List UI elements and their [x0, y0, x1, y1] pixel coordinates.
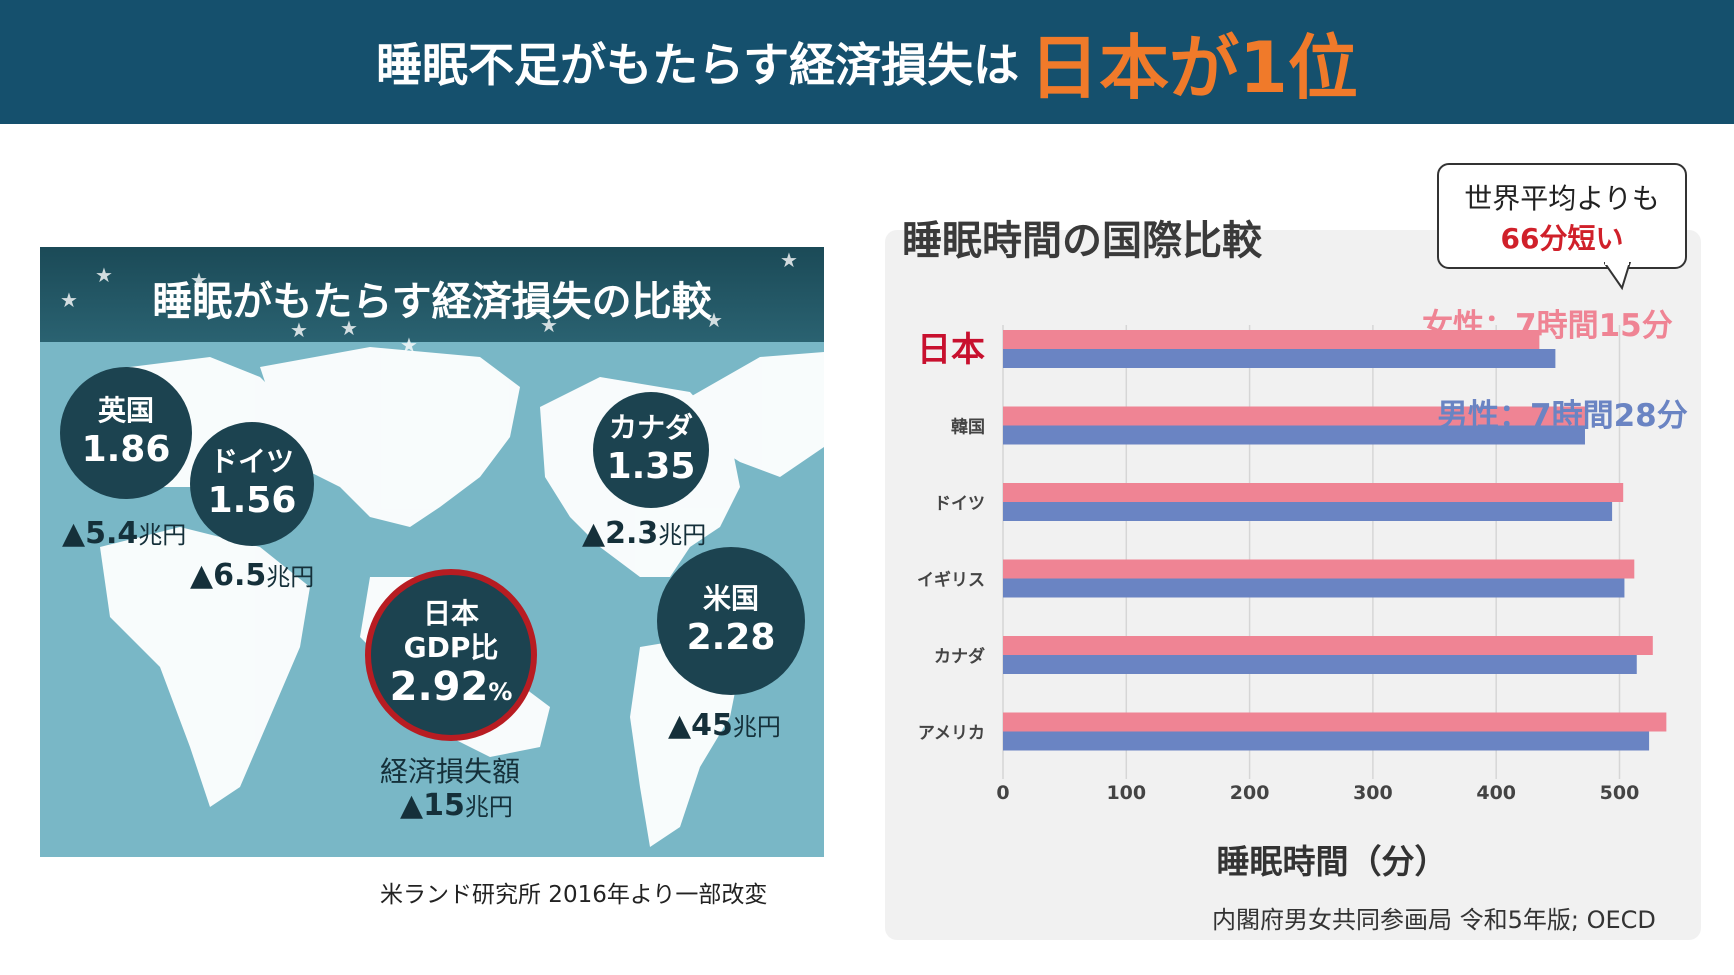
bar-female — [1003, 483, 1624, 502]
x-tick-label: 100 — [1106, 782, 1146, 804]
bar-male — [1003, 349, 1556, 368]
left-panel-title: 睡眠がもたらす経済損失の比較 — [152, 279, 712, 325]
bar-male — [1003, 502, 1613, 521]
svg-text:★: ★ — [95, 263, 113, 287]
svg-text:★: ★ — [540, 313, 558, 337]
category-label: 日本 — [917, 330, 985, 370]
uk-value: 1.86 — [81, 429, 171, 470]
canada-bubble: カナダ 1.35 — [593, 392, 709, 508]
bar-female — [1003, 406, 1585, 426]
bar-male — [1003, 578, 1625, 598]
svg-text:★: ★ — [780, 248, 798, 272]
header-title: 睡眠不足がもたらす経済損失は — [376, 38, 1020, 92]
uk-name: 英国 — [97, 394, 154, 427]
usa-loss: ▲45兆円 — [668, 708, 781, 743]
usa-value: 2.28 — [686, 617, 776, 658]
right-source-note: 内閣府男女共同参画局 令和5年版; OECD — [1212, 906, 1656, 934]
x-tick-label: 500 — [1600, 782, 1640, 804]
japan-loss: ▲15兆円 — [400, 788, 513, 823]
callout-line2: 66分短い — [1500, 222, 1624, 255]
bar-male — [1003, 425, 1585, 445]
svg-text:★: ★ — [340, 316, 358, 340]
legend-male: 男性：7時間28分 — [1437, 398, 1688, 434]
x-tick-label: 400 — [1476, 782, 1516, 804]
uk-loss: ▲5.4兆円 — [62, 516, 187, 551]
bar-female — [1003, 636, 1653, 655]
callout-line1: 世界平均よりも — [1464, 182, 1660, 215]
callout-box: 世界平均よりも 66分短い — [1437, 163, 1687, 269]
bar-female — [1003, 712, 1667, 732]
svg-text:★: ★ — [190, 268, 208, 292]
svg-text:★: ★ — [60, 288, 78, 312]
japan-loss-label: 経済損失額 — [380, 755, 521, 788]
header-title-highlight: 日本が1位 — [1029, 26, 1358, 109]
header-banner: 睡眠不足がもたらす経済損失は 日本が1位 — [0, 0, 1734, 124]
germany-name: ドイツ — [209, 445, 294, 478]
germany-bubble: ドイツ 1.56 — [190, 422, 314, 546]
uk-bubble: 英国 1.86 — [60, 367, 192, 499]
canada-name: カナダ — [608, 411, 693, 444]
category-label: 韓国 — [951, 417, 985, 438]
japan-value: 2.92% — [389, 663, 513, 710]
germany-loss: ▲6.5兆円 — [190, 558, 315, 593]
callout-tail — [1604, 262, 1632, 291]
usa-name: 米国 — [702, 582, 759, 615]
svg-text:★: ★ — [705, 308, 723, 332]
category-label: ドイツ — [934, 494, 985, 514]
bar-male — [1003, 731, 1650, 751]
economic-loss-map-panel: ★ ★ ★ ★ ★ ★ ★ ★ ★ 睡眠がもたらす経済損失の比較 英国 1.86 ▲5.4兆… — [40, 247, 824, 857]
x-tick-label: 0 — [996, 782, 1009, 804]
category-label: カナダ — [934, 646, 985, 667]
left-source-note: 米ランド研究所 2016年より一部改変 — [380, 882, 768, 908]
svg-text:★: ★ — [290, 318, 308, 342]
bar-female — [1003, 559, 1635, 579]
canada-loss: ▲2.3兆円 — [582, 516, 707, 551]
svg-text:★: ★ — [400, 333, 418, 357]
category-label: アメリカ — [918, 724, 985, 744]
japan-bubble: 日本 GDP比 2.92% — [365, 569, 537, 741]
x-tick-label: 200 — [1230, 782, 1270, 804]
x-tick-label: 300 — [1353, 782, 1393, 804]
category-label: イギリス — [917, 571, 985, 591]
chart-title: 睡眠時間の国際比較 — [902, 218, 1262, 264]
night-sky-band — [40, 247, 824, 342]
japan-gdp-label: GDP比 — [403, 630, 499, 664]
bar-female — [1003, 330, 1540, 349]
japan-name: 日本 — [422, 596, 479, 630]
canada-value: 1.35 — [606, 446, 696, 487]
bar-male — [1003, 655, 1637, 674]
x-axis-label: 睡眠時間（分） — [1217, 842, 1448, 880]
legend-female: 女性：7時間15分 — [1422, 308, 1673, 344]
usa-bubble: 米国 2.28 — [657, 547, 805, 695]
germany-value: 1.56 — [207, 480, 297, 521]
